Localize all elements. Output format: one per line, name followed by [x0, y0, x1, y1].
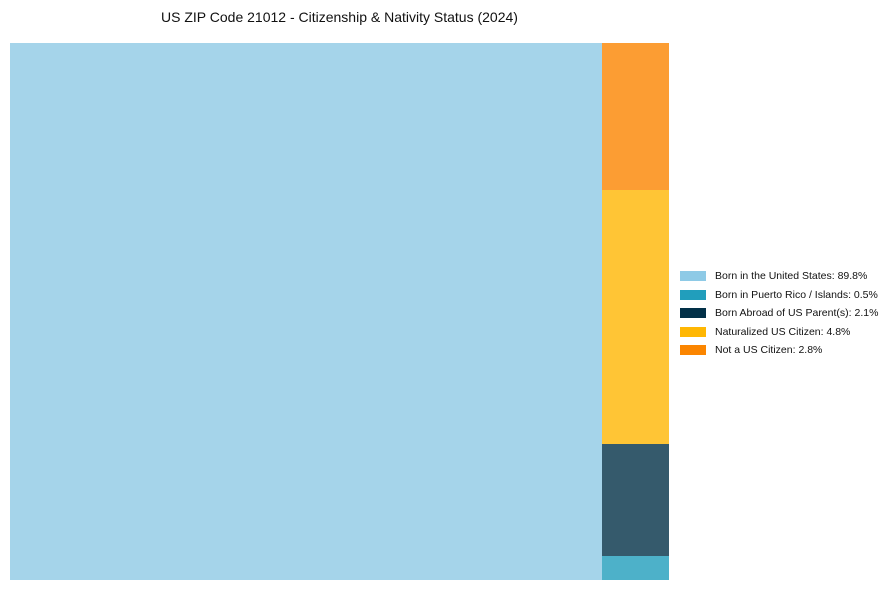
legend-label: Not a US Citizen: 2.8% [715, 344, 823, 357]
legend-label: Born in the United States: 89.8% [715, 270, 868, 283]
legend-swatch [680, 326, 706, 337]
legend-label: Born Abroad of US Parent(s): 2.1% [715, 307, 879, 320]
legend-label: Naturalized US Citizen: 4.8% [715, 325, 851, 338]
legend-swatch [680, 289, 706, 300]
legend-item-born-puerto-rico: Born in Puerto Rico / Islands: 0.5% [680, 286, 878, 305]
tile-not-us-citizen [602, 43, 669, 190]
legend-swatch [680, 271, 706, 282]
legend-label: Born in Puerto Rico / Islands: 0.5% [715, 288, 878, 301]
legend-swatch [680, 345, 706, 356]
tile-born-in-us [10, 43, 602, 580]
chart-title: US ZIP Code 21012 - Citizenship & Nativi… [161, 9, 518, 25]
legend: Born in the United States: 89.8% Born in… [680, 267, 878, 360]
tile-naturalized [602, 190, 669, 444]
legend-item-not-citizen: Not a US Citizen: 2.8% [680, 341, 878, 360]
tile-born-abroad [602, 444, 669, 556]
legend-swatch [680, 308, 706, 319]
legend-item-born-abroad: Born Abroad of US Parent(s): 2.1% [680, 304, 878, 323]
legend-item-naturalized: Naturalized US Citizen: 4.8% [680, 323, 878, 342]
tile-born-puerto-rico [602, 556, 669, 580]
legend-item-born-in-us: Born in the United States: 89.8% [680, 267, 878, 286]
